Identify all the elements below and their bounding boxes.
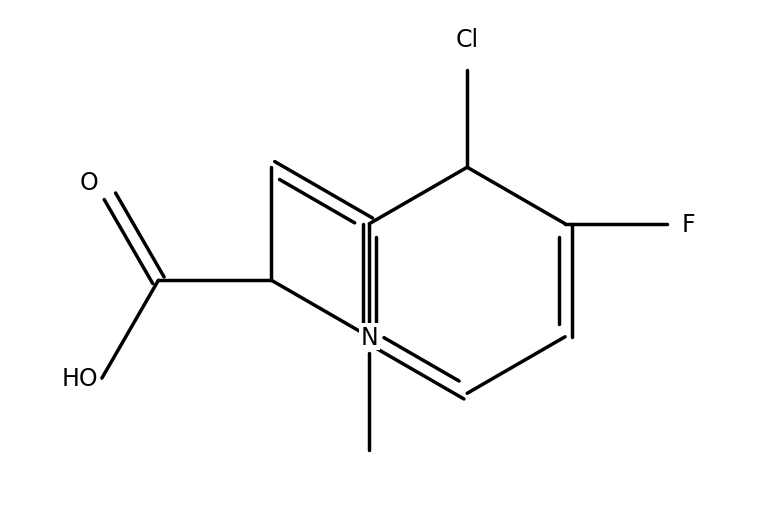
Text: Cl: Cl [456, 27, 479, 52]
Text: HO: HO [62, 367, 98, 390]
Text: O: O [80, 171, 98, 195]
Text: F: F [682, 212, 696, 236]
Text: N: N [360, 325, 378, 349]
